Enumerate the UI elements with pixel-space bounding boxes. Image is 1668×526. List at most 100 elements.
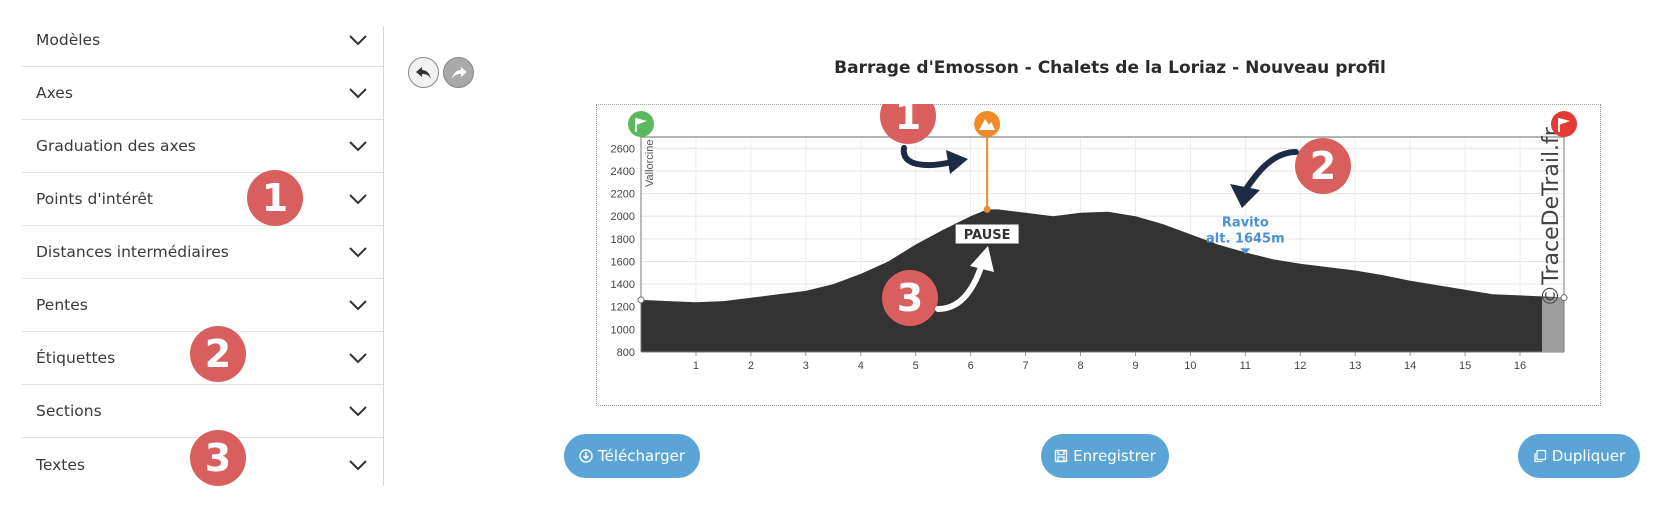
x-tick-label: 7 [1023,360,1029,372]
accordion-item-distances[interactable]: Distances intermédiaires [22,226,384,279]
duplicate-label: Dupliquer [1551,447,1626,465]
y-tick-label: 1200 [611,302,635,314]
start-point [637,296,645,304]
download-label: Télécharger [597,447,685,465]
arrow-3-head [970,246,994,272]
x-tick-label: 8 [1077,360,1083,372]
start-label: Vallorcine [644,140,656,188]
summit-icon [974,111,1001,137]
x-tick-label: 12 [1294,360,1306,372]
y-tick-label: 2600 [611,143,635,155]
arrow-3-curve [935,261,985,312]
annotation-badge-1: 1 [247,170,303,226]
settings-sidebar: Modèles Axes Graduation des axes Points … [22,14,384,491]
start-flag-circle [628,111,654,137]
y-tick-label: 1800 [611,234,635,246]
arrow-2-head [1230,184,1260,208]
accordion-item-etiquettes[interactable]: Étiquettes [22,332,384,385]
chevron-down-icon [349,247,367,258]
chevron-down-icon [349,141,367,152]
elevation-profile-chart[interactable]: 800 1000 1200 1400 1600 1800 2000 2200 2400 2600 1… [596,104,1606,414]
accordion-item-graduation[interactable]: Graduation des axes [22,120,384,173]
accordion-item-axes[interactable]: Axes [22,67,384,120]
chevron-down-icon [349,35,367,46]
save-icon [1054,449,1068,463]
mountain-glyph [979,119,996,130]
accordion-label: Sections [36,402,102,420]
y-tick-label: 2200 [611,189,635,201]
arrow-1-curve [900,145,955,169]
elevation-profile-area [641,209,1564,352]
chart-badge-2-circle [1295,138,1351,194]
end-point [1560,294,1568,302]
start-flag-icon [628,111,654,137]
chart-badge-1-label: 1 [895,104,921,138]
accordion-item-textes[interactable]: Textes [22,438,384,491]
y-tick-label: 1400 [611,279,635,291]
x-tick-label: 10 [1184,360,1196,372]
accordion-item-points-interet[interactable]: Points d'intérêt [22,173,384,226]
annotation-badge-3: 3 [190,430,246,486]
pause-label-box [954,223,1020,245]
y-tick-label: 2400 [611,166,635,178]
x-tick-label: 6 [968,360,974,372]
x-tick-label: 11 [1240,360,1251,372]
chevron-down-icon [349,406,367,417]
ravito-label: Ravito [1222,215,1269,230]
download-icon [579,449,593,463]
accordion-item-modeles[interactable]: Modèles [22,14,384,67]
ravito-marker [1240,248,1251,255]
annotation-badge-2: 2 [190,326,246,382]
duplicate-button[interactable]: Dupliquer [1518,434,1640,478]
redo-button[interactable] [443,57,474,88]
chart-badge-1-circle [880,104,936,144]
accordion-label: Modèles [36,31,101,49]
summit-point [983,205,991,213]
watermark-text: ©TraceDeTrail.fr [1539,126,1564,307]
x-tick-label: 15 [1459,360,1471,372]
accordion-label: Textes [36,455,85,474]
watermark-band [1542,297,1564,352]
chevron-down-icon [349,88,367,99]
accordion-label: Distances intermédiaires [36,243,229,261]
duplicate-icon [1534,449,1546,463]
y-tick-label: 1000 [611,324,635,336]
accordion-label: Axes [36,84,73,102]
end-flag-icon [1551,111,1577,137]
x-tick-label: 16 [1514,360,1526,372]
chart-frame [596,104,1601,406]
accordion-label: Étiquettes [36,349,116,367]
x-tick-label: 4 [858,360,864,372]
x-tick-label: 14 [1404,360,1416,372]
y-tick-label: 2000 [611,211,635,223]
x-tick-label: 13 [1349,360,1361,372]
x-tick-label: 9 [1132,360,1138,372]
accordion-item-sections[interactable]: Sections [22,385,384,438]
save-button[interactable]: Enregistrer [1041,434,1169,478]
chevron-down-icon [349,353,367,364]
y-tick-label: 800 [617,347,635,359]
arrow-1-head [946,150,968,174]
accordion-label: Points d'intérêt [36,190,153,208]
sidebar-divider [383,26,384,486]
save-label: Enregistrer [1073,447,1156,465]
y-tick-label: 1600 [611,256,635,268]
undo-button[interactable] [408,57,439,88]
chevron-down-icon [349,459,367,470]
accordion-label: Graduation des axes [36,137,196,155]
download-button[interactable]: Télécharger [564,434,700,478]
ravito-altitude-label: alt. 1645m [1206,231,1285,246]
chart-badge-3-circle [882,270,938,326]
x-tick-label: 1 [693,360,699,372]
redo-icon [451,66,467,79]
undo-icon [415,66,431,79]
x-tick-label: 2 [748,360,754,372]
chart-badge-3-label: 3 [897,276,923,320]
flag-cloth [1559,118,1570,125]
chart-title: Barrage d'Emosson - Chalets de la Loriaz… [834,58,1386,78]
chart-badge-2-label: 2 [1310,144,1336,188]
pause-label: PAUSE [964,228,1011,243]
accordion-item-pentes[interactable]: Pentes [22,279,384,332]
end-flag-circle [1551,111,1577,137]
x-tick-label: 3 [803,360,809,372]
